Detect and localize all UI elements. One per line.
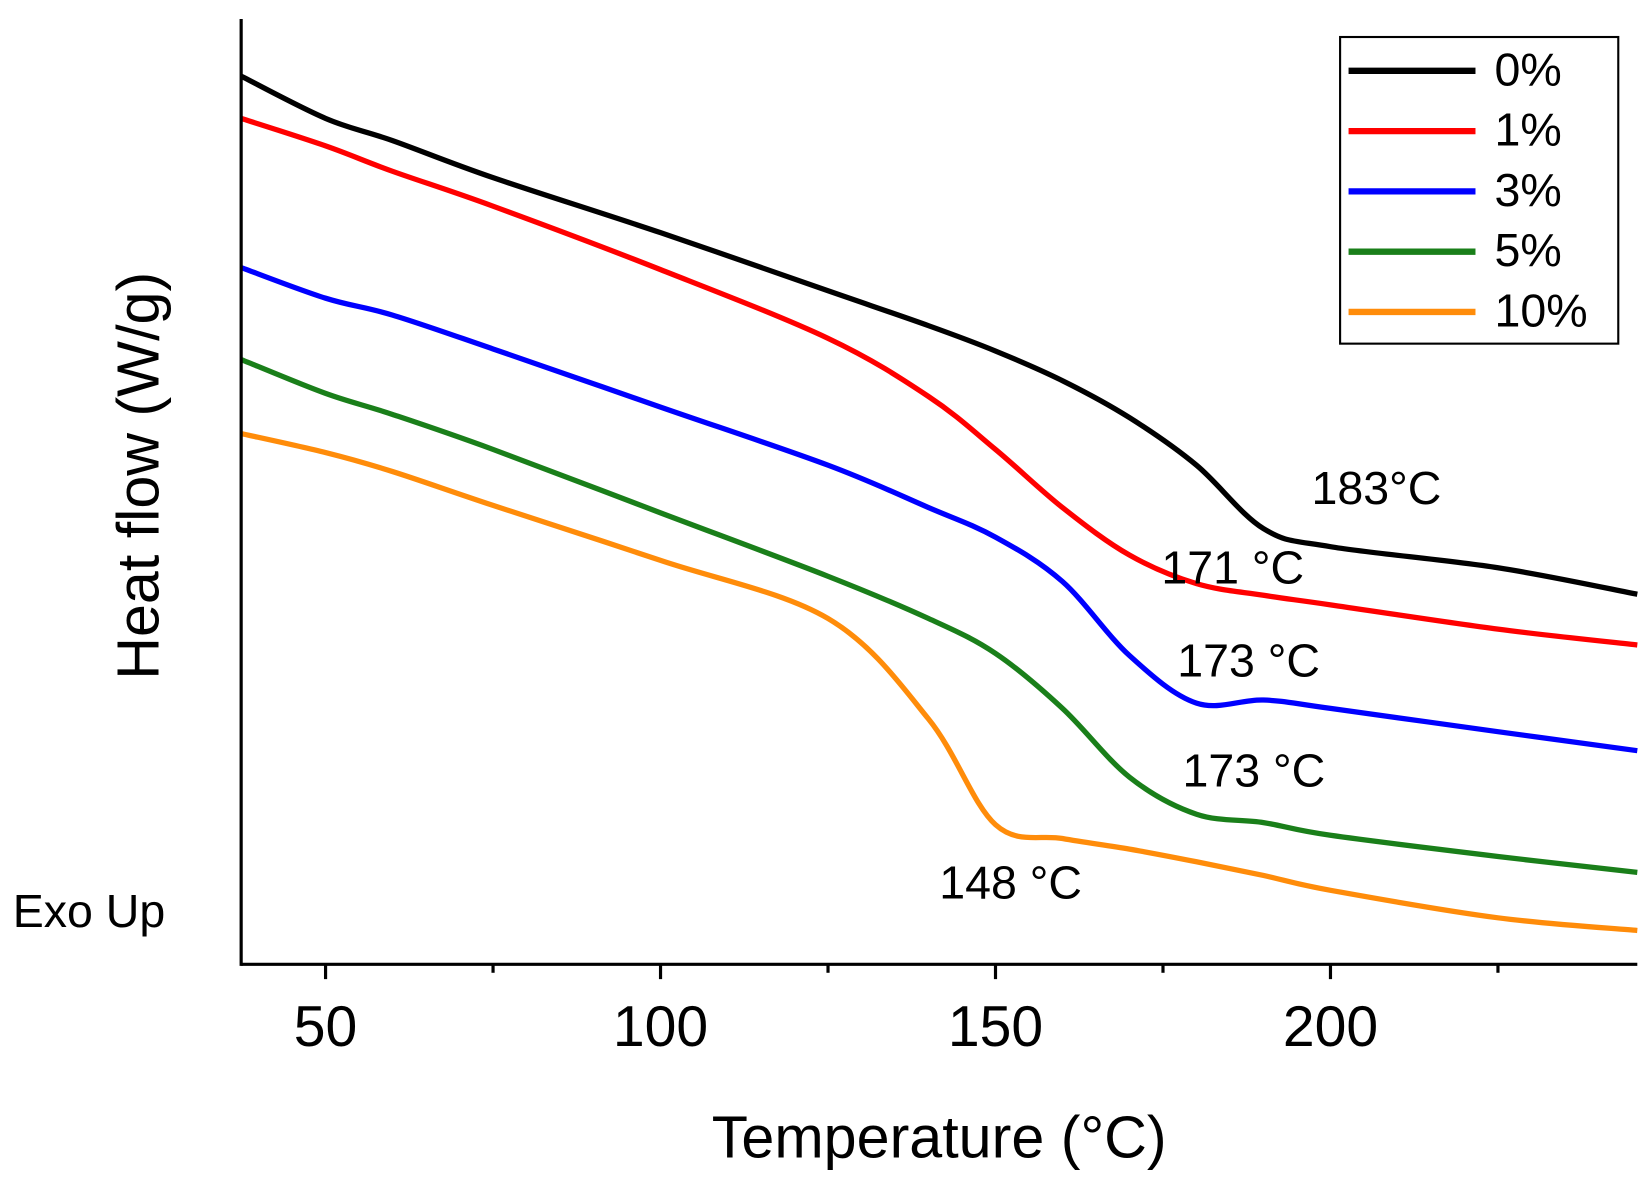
data-line: [240, 115, 1638, 648]
annotation: 173 °C: [1177, 634, 1320, 686]
data-line: [240, 430, 1638, 934]
side-label: Exo Up: [13, 885, 166, 937]
annotation: 148 °C: [939, 856, 1082, 908]
data-line: [240, 265, 1638, 754]
x-tick-label: 200: [1283, 995, 1378, 1059]
data-line: [240, 357, 1638, 875]
legend-label: 1%: [1495, 104, 1562, 156]
x-tick-label: 50: [294, 995, 358, 1059]
annotation: 171 °C: [1161, 541, 1304, 593]
x-tick-label: 150: [948, 995, 1043, 1059]
x-tick-label: 100: [613, 995, 708, 1059]
annotation: 173 °C: [1183, 744, 1326, 796]
x-axis-title: Temperature (°C): [712, 1104, 1167, 1171]
y-axis-title: Heat flow (W/g): [104, 272, 171, 680]
legend-label: 10%: [1495, 284, 1588, 336]
legend-label: 3%: [1495, 164, 1562, 216]
legend-label: 5%: [1495, 224, 1562, 276]
data-line: [239, 73, 1638, 597]
annotation: 183°C: [1312, 462, 1442, 514]
legend-label: 0%: [1495, 43, 1562, 95]
